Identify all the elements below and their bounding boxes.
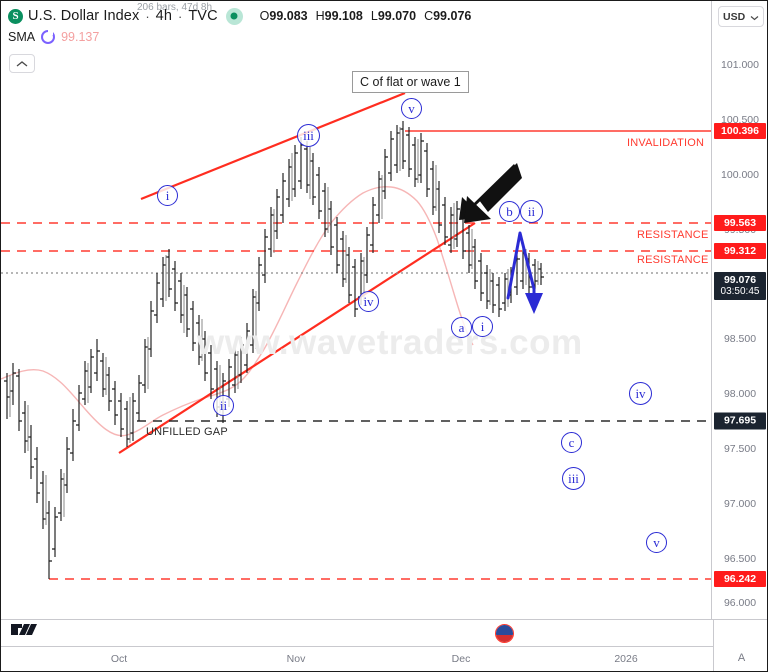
us-economic-event-icon[interactable]	[495, 624, 514, 643]
indicator-name[interactable]: SMA	[8, 29, 36, 44]
wave-label-b[interactable]: b	[499, 201, 520, 222]
projection-arrowhead	[525, 293, 543, 314]
ohlc-open: O99.083	[260, 9, 308, 23]
tradingview-logo-icon[interactable]	[11, 624, 39, 645]
interval-label[interactable]: 4h	[155, 8, 172, 24]
ohlc-close-key: C	[424, 9, 434, 23]
wave-count-note[interactable]: C of flat or wave 1	[352, 71, 469, 93]
ohlc-high: H99.108	[316, 9, 363, 23]
time-tick-row: Oct Nov Dec 2026	[1, 646, 713, 671]
chart-canvas	[1, 91, 713, 580]
flag-bottom	[496, 634, 513, 642]
exchange-label[interactable]: TVC	[188, 8, 218, 24]
price-tick: 97.500	[723, 443, 757, 455]
chevron-down-icon	[750, 8, 759, 26]
current-price-value: 99.076	[723, 274, 757, 286]
time-tick: Nov	[286, 653, 306, 665]
flag-top	[496, 625, 513, 635]
currency-selector[interactable]: USD	[718, 6, 764, 27]
auto-scale-label: A	[737, 652, 746, 664]
watermark: www.wavetraders.com	[197, 323, 583, 362]
chevron-up-icon	[16, 60, 28, 67]
wave-label-a-proj[interactable]: a	[451, 317, 472, 338]
wave-label-i[interactable]: i	[157, 185, 178, 206]
ohlc-close: C99.076	[424, 9, 471, 23]
current-price-countdown: 03:50:45	[720, 286, 760, 297]
chart-pane[interactable]: www.wavetraders.com	[1, 1, 713, 621]
price-tick: 96.000	[723, 597, 757, 609]
indicator-value: 99.137	[61, 29, 100, 44]
wave-label-iii-proj[interactable]: iii	[562, 467, 585, 490]
wave-label-c-proj[interactable]: c	[561, 432, 582, 453]
ohlc-high-key: H	[315, 9, 325, 23]
time-scale[interactable]: Oct Nov Dec 2026 A	[1, 619, 767, 671]
unfilled-gap-price-label[interactable]: 97.695	[714, 412, 766, 430]
wave-label-ii-proj[interactable]: ii	[520, 200, 543, 223]
ohlc-low-value: 99.070	[377, 9, 417, 23]
resistance-1-tag: RESISTANCE	[637, 229, 709, 241]
pointer-arrow	[459, 163, 522, 223]
legend-separator-1: ·	[145, 8, 150, 24]
ohlc-close-value: 99.076	[433, 9, 472, 23]
projection-path	[506, 231, 536, 300]
time-tick: Oct	[110, 653, 128, 665]
current-price-label[interactable]: 99.076 03:50:45	[714, 272, 766, 300]
currency-label: USD	[723, 10, 746, 23]
wave-label-iv[interactable]: iv	[358, 291, 379, 312]
chart-legend: S U.S. Dollar Index · 4h · TVC O99.083 H…	[1, 1, 713, 46]
ohlc-low: L99.070	[371, 9, 416, 23]
price-tick: 101.000	[721, 59, 759, 71]
resistance-2-tag: RESISTANCE	[637, 254, 709, 266]
symbol-name[interactable]: U.S. Dollar Index	[28, 8, 140, 24]
wave-label-iii[interactable]: iii	[297, 124, 320, 147]
legend-indicator-row[interactable]: SMA 99.137	[8, 27, 713, 46]
channel-upper-trendline	[140, 91, 406, 201]
unfilled-gap-tag: UNFILLED GAP	[146, 426, 228, 438]
low-price-label[interactable]: 96.242	[714, 571, 766, 587]
wave-label-i-proj[interactable]: i	[472, 316, 493, 337]
sma-line	[1, 186, 474, 437]
wave-label-v-proj[interactable]: v	[646, 532, 667, 553]
price-tick: 98.500	[723, 333, 757, 345]
price-tick: 96.500	[723, 553, 757, 565]
price-tick: 98.000	[723, 388, 757, 400]
ohlc-values: O99.083 H99.108 L99.070 C99.076	[260, 9, 472, 23]
time-tick: Dec	[451, 653, 471, 665]
price-tick: 97.000	[723, 498, 757, 510]
price-scale[interactable]: USD 101.000 100.500 100.000 99.500 99.00…	[711, 1, 767, 621]
price-tick: 100.000	[721, 169, 759, 181]
collapse-legend-button[interactable]	[9, 54, 35, 73]
wave-label-iv-proj[interactable]: iv	[629, 382, 652, 405]
resistance-2-price-label[interactable]: 99.312	[714, 243, 766, 259]
invalidation-price-label[interactable]: 100.396	[714, 123, 766, 139]
legend-symbol-row[interactable]: S U.S. Dollar Index · 4h · TVC O99.083 H…	[8, 6, 713, 26]
wave-label-ii[interactable]: ii	[213, 395, 234, 416]
legend-separator-2: ·	[178, 8, 183, 24]
ohlc-low-key: L	[370, 9, 378, 23]
channel-lower-trendline	[118, 222, 476, 454]
ohlc-open-value: 99.083	[269, 9, 308, 23]
live-status-icon	[225, 7, 243, 25]
symbol-badge-icon: S	[8, 8, 23, 24]
auto-scale-button[interactable]: A	[713, 645, 767, 671]
ohlc-high-value: 99.108	[324, 9, 363, 23]
resistance-1-price-label[interactable]: 99.563	[714, 215, 766, 231]
ohlc-open-key: O	[259, 9, 270, 23]
time-scale-corner	[713, 620, 767, 646]
time-tick: 2026	[614, 653, 638, 665]
invalidation-tag: INVALIDATION	[627, 137, 705, 149]
refresh-icon[interactable]	[41, 29, 56, 44]
wave-label-v[interactable]: v	[401, 98, 422, 119]
bars-measure-overlay: 206 bars, 47d 8h	[137, 2, 213, 13]
